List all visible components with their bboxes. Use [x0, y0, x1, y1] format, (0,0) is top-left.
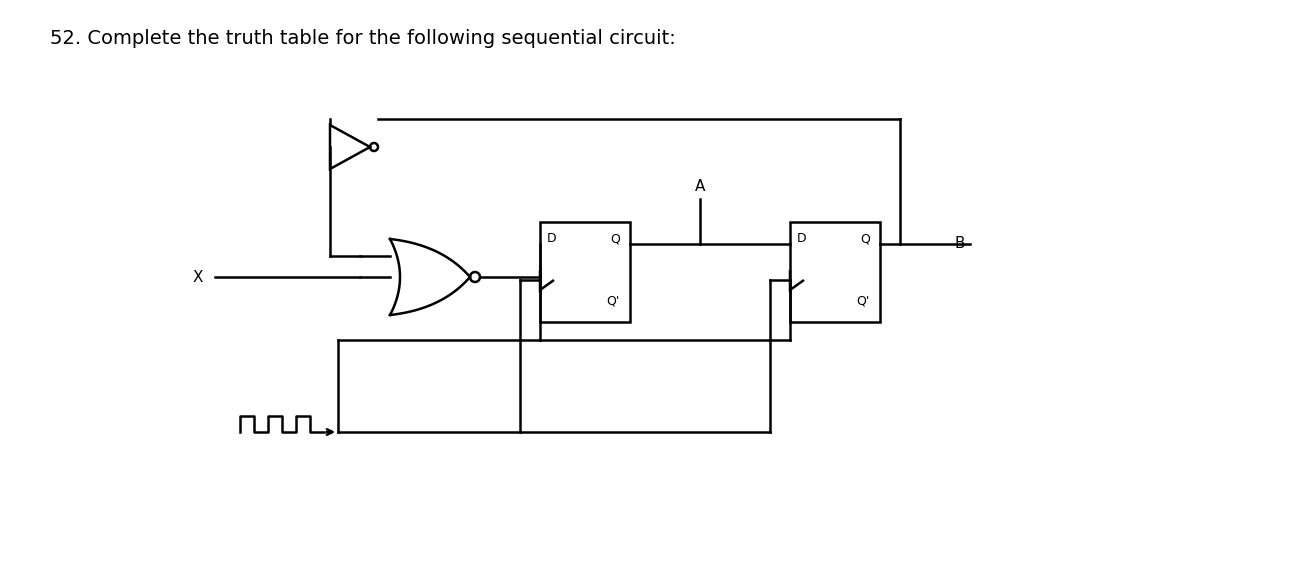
Text: A: A [695, 179, 705, 194]
Text: D: D [547, 232, 557, 245]
Text: Q': Q' [607, 294, 620, 307]
Text: 52. Complete the truth table for the following sequential circuit:: 52. Complete the truth table for the fol… [49, 29, 675, 48]
Text: B: B [955, 237, 965, 252]
Text: Q: Q [611, 232, 620, 245]
Bar [540, 222, 630, 322]
Text: X: X [192, 269, 203, 284]
Text: Q': Q' [856, 294, 870, 307]
Text: Q: Q [860, 232, 870, 245]
Bar [790, 222, 879, 322]
Text: D: D [798, 232, 807, 245]
